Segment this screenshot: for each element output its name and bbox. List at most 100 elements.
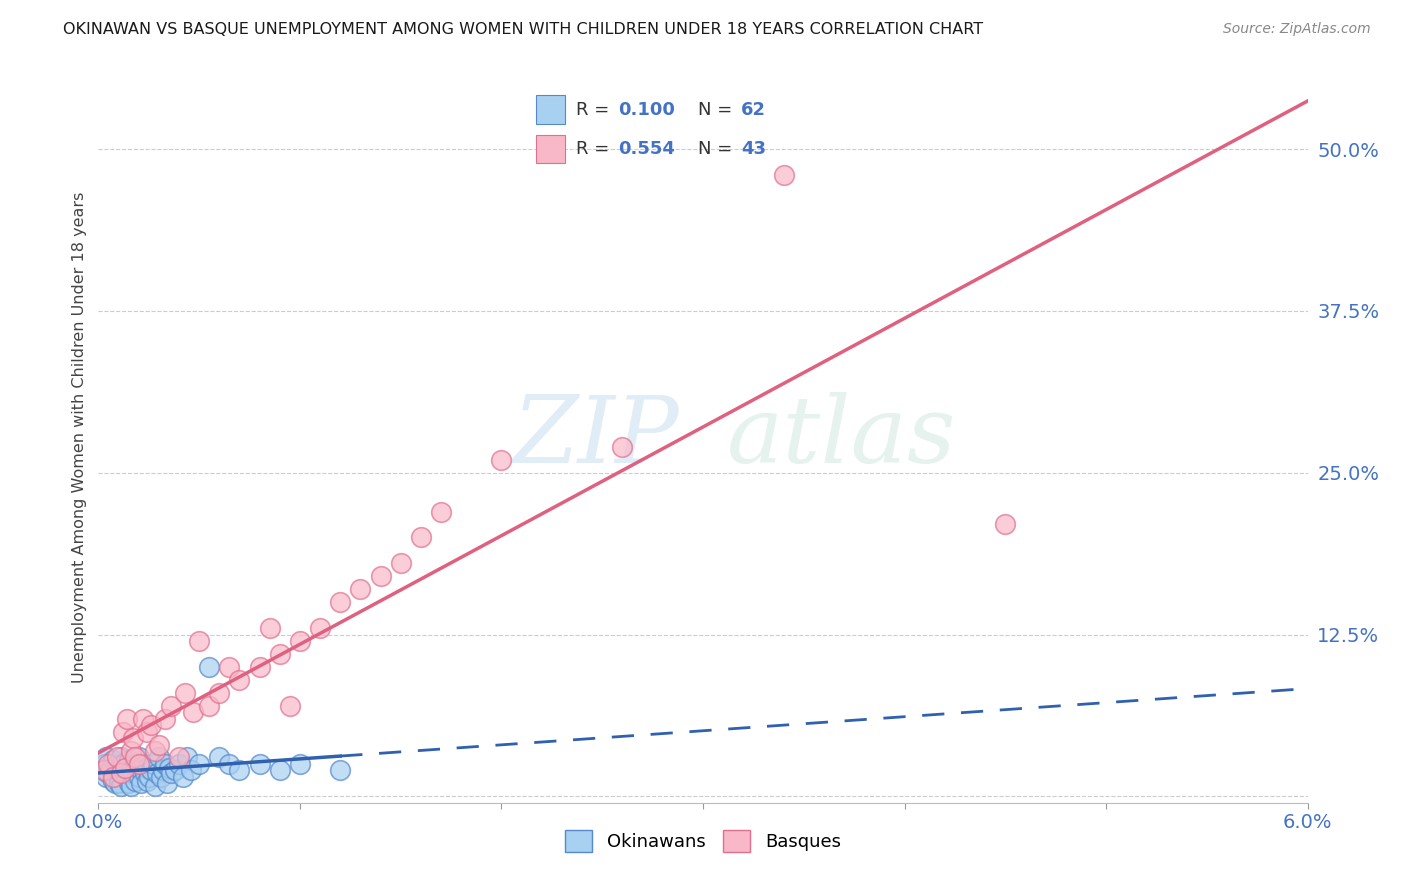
Point [120, 779, 142, 793]
Point [139, 718, 162, 732]
Point [152, 764, 174, 778]
Point [121, 731, 143, 745]
Point [110, 779, 132, 793]
Point [103, 776, 125, 790]
Point [132, 712, 155, 726]
Point [124, 756, 146, 771]
Point [772, 168, 794, 182]
Point [115, 712, 138, 726]
Point [135, 724, 157, 739]
Point [118, 753, 141, 767]
Point [135, 761, 157, 775]
Point [278, 698, 301, 713]
Point [97, 756, 120, 771]
Point [107, 770, 129, 784]
Point [288, 634, 311, 648]
Point [96, 750, 118, 764]
Point [329, 595, 352, 609]
Point [111, 756, 134, 771]
Point [121, 766, 143, 780]
Point [101, 773, 124, 788]
Point [269, 647, 291, 661]
Point [163, 764, 186, 778]
Point [139, 764, 162, 778]
Point [124, 750, 146, 764]
Text: OKINAWAN VS BASQUE UNEMPLOYMENT AMONG WOMEN WITH CHILDREN UNDER 18 YEARS CORRELA: OKINAWAN VS BASQUE UNEMPLOYMENT AMONG WO… [63, 22, 983, 37]
Point [160, 698, 183, 713]
Point [994, 517, 1017, 532]
Point [143, 779, 166, 793]
Point [218, 660, 240, 674]
Point [188, 634, 211, 648]
Point [101, 770, 124, 784]
Point [612, 440, 634, 454]
Point [107, 764, 129, 778]
Point [143, 744, 166, 758]
Point [218, 756, 240, 771]
Point [370, 569, 392, 583]
Point [100, 761, 122, 775]
Point [491, 452, 513, 467]
Legend: Okinawans, Basques: Okinawans, Basques [558, 823, 848, 860]
Point [172, 770, 194, 784]
Point [228, 764, 250, 778]
Point [128, 770, 150, 784]
Point [146, 766, 169, 780]
Point [134, 766, 156, 780]
Point [181, 705, 204, 719]
Point [309, 621, 332, 635]
Point [111, 764, 134, 778]
Point [174, 686, 197, 700]
Point [111, 724, 134, 739]
Point [430, 504, 453, 518]
Point [110, 750, 132, 764]
Point [409, 530, 432, 544]
Point [142, 756, 165, 771]
Point [135, 773, 157, 788]
Point [153, 712, 176, 726]
Point [96, 770, 118, 784]
Point [249, 756, 271, 771]
Y-axis label: Unemployment Among Women with Children Under 18 years: Unemployment Among Women with Children U… [72, 192, 87, 682]
Point [105, 750, 128, 764]
Point [198, 698, 221, 713]
Point [160, 766, 183, 780]
Point [208, 750, 231, 764]
Point [249, 660, 271, 674]
Point [118, 776, 141, 790]
Point [148, 750, 170, 764]
Point [129, 764, 152, 778]
Point [269, 764, 291, 778]
Point [167, 750, 190, 764]
Point [93, 764, 115, 778]
Text: Source: ZipAtlas.com: Source: ZipAtlas.com [1223, 22, 1371, 37]
Point [91, 764, 114, 778]
Point [148, 738, 170, 752]
Point [180, 764, 202, 778]
Point [105, 756, 128, 771]
Point [149, 770, 172, 784]
Point [156, 776, 179, 790]
Point [97, 766, 120, 780]
Point [129, 776, 152, 790]
Point [124, 773, 146, 788]
Point [101, 753, 124, 767]
Point [208, 686, 231, 700]
Point [114, 761, 136, 775]
Point [176, 750, 198, 764]
Point [157, 761, 180, 775]
Point [110, 766, 132, 780]
Point [198, 660, 221, 674]
Point [128, 750, 150, 764]
Point [115, 770, 138, 784]
Point [138, 770, 160, 784]
Point [115, 761, 138, 775]
Point [349, 582, 371, 597]
Point [288, 756, 311, 771]
Point [188, 756, 211, 771]
Point [120, 764, 142, 778]
Point [259, 621, 281, 635]
Point [132, 756, 155, 771]
Point [93, 756, 115, 771]
Point [389, 557, 412, 571]
